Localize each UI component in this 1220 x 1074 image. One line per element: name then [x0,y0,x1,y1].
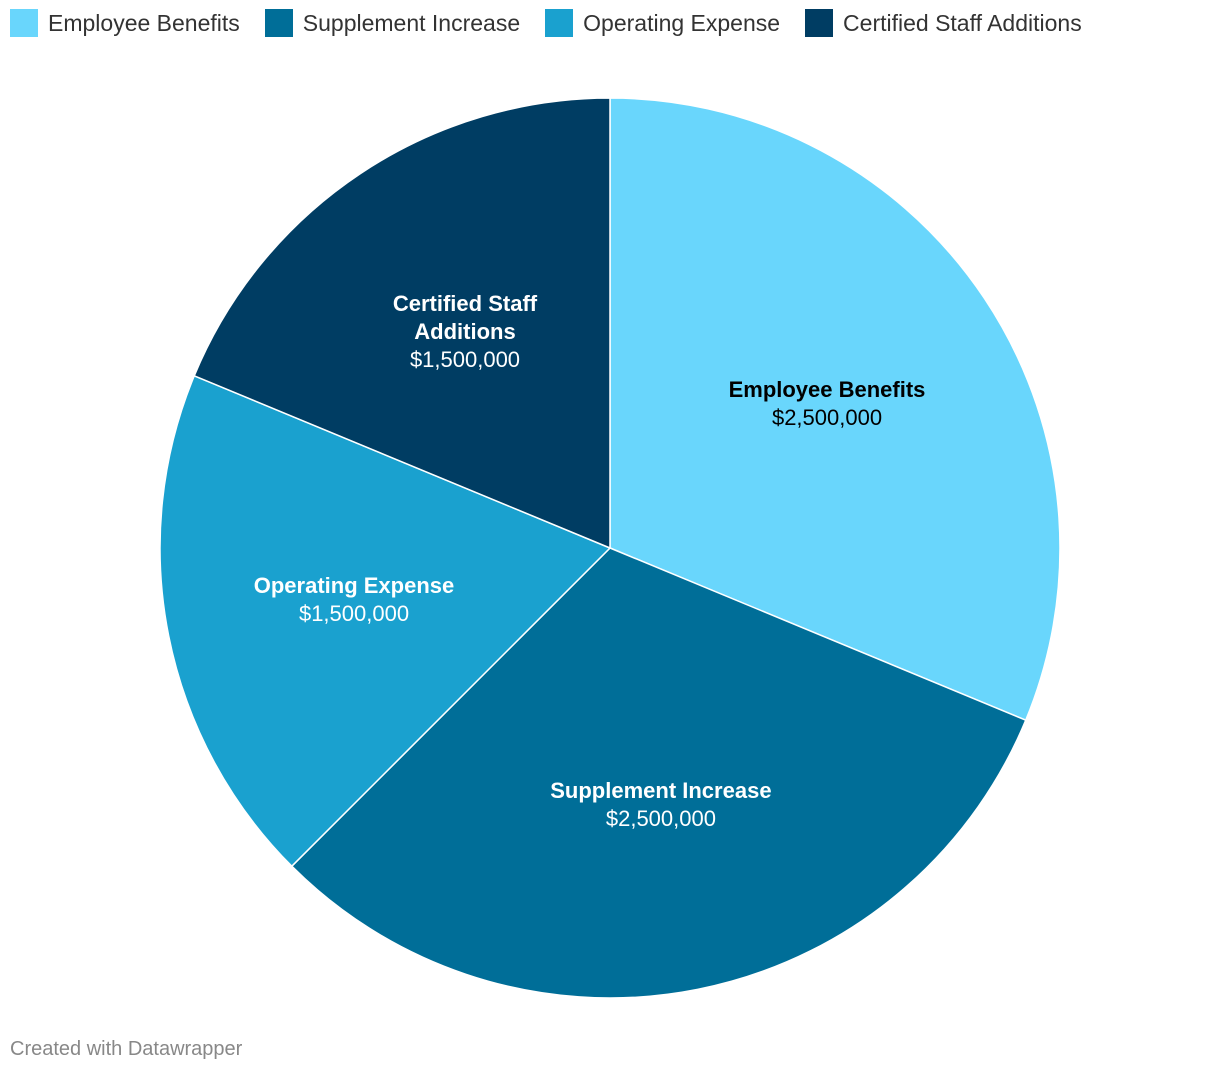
slice-label-name: Operating Expense [254,573,455,598]
legend-swatch [10,9,38,37]
legend-item-operating-expense[interactable]: Operating Expense [545,9,780,37]
slice-label-name: Supplement Increase [550,778,771,803]
legend-label: Employee Benefits [48,10,240,36]
legend-item-supplement-increase[interactable]: Supplement Increase [264,9,521,37]
slice-label-value: $1,500,000 [299,601,409,626]
legend-item-employee-benefits[interactable]: Employee Benefits [10,9,240,37]
slice-label-name: Additions [414,319,515,344]
slice-label-value: $1,500,000 [410,347,520,372]
slice-label-certified-staff-additions: Certified Staff Additions $1,500,000 [393,291,538,372]
legend-label: Certified Staff Additions [843,10,1082,36]
legend-label: Operating Expense [583,10,781,36]
slice-label-employee-benefits: Employee Benefits $2,500,000 [729,377,926,430]
legend-swatch [545,9,574,37]
slice-label-value: $2,500,000 [772,405,882,430]
pie-slice-employee-benefits[interactable] [609,97,1061,722]
pie-slice-operating-expense[interactable] [159,374,612,868]
legend-item-certified-staff-additions[interactable]: Certified Staff Additions [805,9,1082,37]
slice-label-operating-expense: Operating Expense $1,500,000 [254,573,455,626]
chart-legend: Employee Benefits Supplement Increase Op… [10,9,1107,37]
slice-label-supplement-increase: Supplement Increase $2,500,000 [550,778,771,831]
pie-slice-certified-staff-additions[interactable] [193,97,611,550]
legend-swatch [805,9,834,37]
legend-label: Supplement Increase [302,10,521,36]
footer-credit: Created with Datawrapper [10,1038,243,1060]
legend-swatch [264,9,293,37]
slice-label-value: $2,500,000 [606,806,716,831]
slice-label-name: Employee Benefits [729,377,926,402]
slice-label-name: Certified Staff [393,291,538,316]
pie-slice-supplement-increase[interactable] [290,547,1027,999]
